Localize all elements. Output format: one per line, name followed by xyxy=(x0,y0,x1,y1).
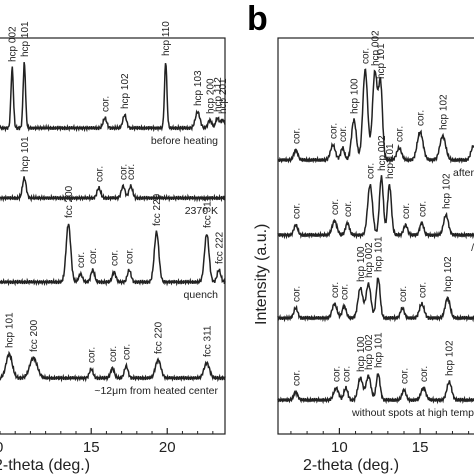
peak-label: hcp 002 xyxy=(370,30,381,66)
peak-label: hcp 102 xyxy=(438,94,449,130)
peak-label: fcc 311 xyxy=(202,325,213,357)
panel-a-x-axis-label: 2-theta (deg.) xyxy=(0,457,90,474)
peak-label: hcp 200 xyxy=(205,78,216,114)
peak-label: hcp 100 xyxy=(356,336,367,372)
peak-label: cor. xyxy=(398,286,409,302)
peak-label: fcc 222 xyxy=(214,231,225,264)
peak-label: hcp 101 xyxy=(374,332,385,368)
panel-b-y-axis-label: Intensity (a.u.) xyxy=(253,224,270,325)
trace-line-unlabeled-1-2 xyxy=(277,277,474,323)
peak-label: cor. xyxy=(343,201,354,217)
peak-label: cor. xyxy=(291,286,302,302)
peak-label: hcp 100 xyxy=(356,246,367,282)
peak-label: cor. xyxy=(417,201,428,217)
peak-label: cor. xyxy=(100,96,111,112)
peak-label: cor. xyxy=(340,284,351,300)
peak-label: cor. xyxy=(76,252,87,268)
peak-label: hcp 101 xyxy=(20,136,31,172)
peak-label: cor. xyxy=(108,346,119,362)
peak-label: cor. xyxy=(122,344,133,360)
peak-label: hcp 112 xyxy=(213,77,224,112)
peak-label: hcp 002 xyxy=(377,135,388,171)
peak-label: fcc 200 xyxy=(29,319,40,352)
trace-label: quench xyxy=(184,289,219,301)
peak-label: cor. xyxy=(419,366,430,382)
peak-label: cor. xyxy=(125,248,136,264)
x-tick-label: 15 xyxy=(412,439,429,456)
trace-line-2370-k-0-1 xyxy=(0,176,226,203)
trace-line-unlabeled-1-1 xyxy=(277,175,474,240)
peak-label: cor. xyxy=(401,203,412,219)
peak-label: cor. xyxy=(338,126,349,142)
x-tick-label: 15 xyxy=(83,439,100,456)
peak-label: fcc 220 xyxy=(154,321,165,354)
trace-line-12-m-from-heated-center-0-3 xyxy=(0,350,226,383)
peak-label: cor. xyxy=(341,366,352,382)
peak-label: hcp 101 xyxy=(20,21,31,57)
peak-label: cor. xyxy=(88,248,99,264)
peak-label: cor. xyxy=(94,166,105,182)
peak-label: fcc 311 xyxy=(202,196,213,228)
trace-line-quench-0-2 xyxy=(0,223,226,287)
peak-label: cor. xyxy=(332,366,343,382)
x-tick-label-partial: 0 xyxy=(0,439,3,456)
peak-label: hcp 101 xyxy=(5,312,16,348)
peak-label: cor. xyxy=(366,163,377,179)
trace-label: ~12μm from heated center xyxy=(94,385,218,397)
peak-label: hcp 102 xyxy=(120,73,131,109)
peak-label: cor. xyxy=(417,282,428,298)
trace-label: before heating xyxy=(151,135,218,147)
peak-label: hcp 101 xyxy=(374,236,385,272)
trace-line-before-heating-0-0 xyxy=(0,61,226,133)
peak-label: cor. xyxy=(330,282,341,298)
trace-label: after xyxy=(453,167,474,179)
peak-label: cor. xyxy=(291,370,302,386)
peak-label: cor. xyxy=(416,110,427,126)
trace-line-without-spots-at-high-temp-1-3 xyxy=(277,372,474,405)
peak-label: cor. xyxy=(126,164,137,180)
peak-label: cor. xyxy=(110,250,121,266)
x-tick-label: 20 xyxy=(159,439,176,456)
peak-label: cor. xyxy=(400,368,411,384)
peak-label: hcp 102 xyxy=(443,256,454,292)
peak-label: hcp 002 xyxy=(364,242,375,278)
panel-b-x-axis-label: 2-theta (deg.) xyxy=(303,457,399,474)
trace-line-after-1-0 xyxy=(277,68,474,165)
trace-label: without spots at high temp xyxy=(351,407,474,419)
peak-label: hcp 100 xyxy=(349,78,360,114)
peak-label: hcp 002 xyxy=(364,334,375,370)
panel-b-label: b xyxy=(247,0,268,38)
x-tick-label: 10 xyxy=(331,439,348,456)
peak-label: cor. xyxy=(330,199,341,215)
peak-label: cor. xyxy=(291,128,302,144)
peak-label: cor. xyxy=(119,164,130,180)
peak-label: cor. xyxy=(291,203,302,219)
peak-label: hcp 002 xyxy=(8,26,19,62)
peak-label: hcp 101 xyxy=(376,43,387,79)
panel-a-plot-frame xyxy=(0,37,226,435)
peak-label: cor. xyxy=(87,347,98,363)
peak-label: fcc 220 xyxy=(152,193,163,226)
peak-label: hcp 102 xyxy=(442,173,453,209)
peak-label: hcp 103 xyxy=(193,70,204,106)
peak-label: hcp 110 xyxy=(161,21,172,56)
trace-label: 2370 K xyxy=(185,205,218,217)
peak-label: fcc 200 xyxy=(64,185,75,218)
peak-label: hcp 101 xyxy=(385,143,396,179)
panel-b-plot-frame xyxy=(277,37,474,435)
peak-label: cor. xyxy=(361,48,372,64)
peak-label: cor. xyxy=(395,126,406,142)
peak-label: cor. xyxy=(328,123,339,139)
trace-label: / xyxy=(471,242,474,254)
peak-label: hcp 201 xyxy=(218,78,229,114)
peak-label: hcp 102 xyxy=(445,340,456,376)
